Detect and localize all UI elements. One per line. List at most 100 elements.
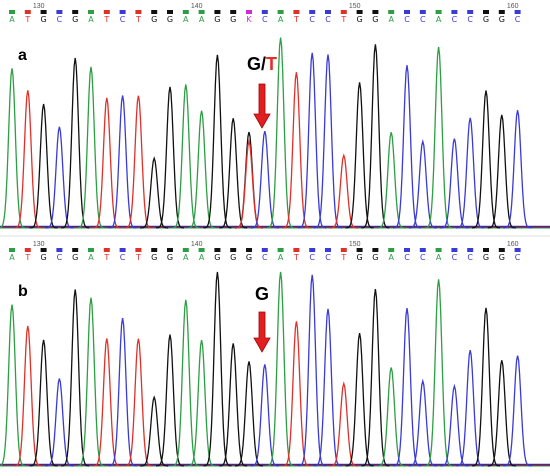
base-letter: T xyxy=(340,15,346,24)
base-marker xyxy=(340,248,347,252)
base-letter: G xyxy=(372,253,378,262)
trace-peak xyxy=(250,364,279,467)
base-letter: A xyxy=(388,15,394,24)
trace-peak xyxy=(108,318,137,467)
base-letter: G xyxy=(151,253,157,262)
base-letter: A xyxy=(278,15,284,24)
trace-peak xyxy=(203,271,232,467)
base-letter: C xyxy=(467,15,473,24)
base-letter: C xyxy=(420,253,426,262)
base-marker xyxy=(325,248,331,252)
trace-peak xyxy=(487,114,516,229)
trace-peak xyxy=(313,54,343,229)
base-call-part: T xyxy=(266,54,277,74)
trace-peak xyxy=(140,156,169,229)
base-letter: A xyxy=(388,253,394,262)
trace-peak xyxy=(408,378,437,467)
base-marker xyxy=(451,10,458,14)
base-marker xyxy=(24,10,31,14)
base-marker xyxy=(388,248,395,252)
trace-peak xyxy=(187,110,216,229)
base-marker xyxy=(151,10,158,14)
base-letter: C xyxy=(262,15,268,24)
base-letter: G xyxy=(246,253,252,262)
position-number: 150 xyxy=(349,241,361,248)
trace-peak xyxy=(171,84,200,229)
base-marker xyxy=(88,10,94,14)
base-letter: C xyxy=(452,253,458,262)
base-call-part: G xyxy=(255,284,269,304)
trace-peak xyxy=(329,153,358,229)
base-marker xyxy=(498,248,505,252)
trace-peak xyxy=(298,274,327,467)
base-marker xyxy=(356,248,363,252)
base-marker xyxy=(372,10,379,14)
base-letter: T xyxy=(24,15,30,24)
trace-peak xyxy=(219,343,248,467)
base-marker xyxy=(419,248,426,252)
base-marker xyxy=(293,10,300,14)
trace-peak xyxy=(92,97,121,229)
base-marker xyxy=(103,10,110,14)
base-letter: T xyxy=(103,15,109,24)
base-marker xyxy=(167,248,173,252)
position-number: 160 xyxy=(507,241,519,248)
base-letter: A xyxy=(436,15,442,24)
arrow xyxy=(253,311,271,353)
base-marker xyxy=(498,10,505,14)
trace-peak xyxy=(0,68,27,229)
base-marker xyxy=(72,10,79,14)
position-number: 130 xyxy=(33,3,45,10)
trace-peak xyxy=(503,110,532,229)
base-marker xyxy=(198,10,205,14)
base-letter: G xyxy=(356,15,362,24)
base-marker xyxy=(356,10,363,14)
base-letter: T xyxy=(293,253,299,262)
base-letter: G xyxy=(230,253,236,262)
trace-peak xyxy=(124,95,153,229)
base-letter: G xyxy=(151,15,157,24)
base-letter: C xyxy=(120,15,126,24)
trace-peak xyxy=(329,381,358,467)
trace-peak xyxy=(29,103,58,229)
base-marker xyxy=(277,10,284,14)
trace-peak xyxy=(61,289,90,467)
base-call-part: G xyxy=(247,54,261,74)
base-letter: A xyxy=(183,15,189,24)
base-marker xyxy=(182,10,189,14)
base-letter: C xyxy=(467,253,473,262)
arrow xyxy=(253,83,271,129)
base-letter: A xyxy=(436,253,442,262)
trace-peak xyxy=(471,90,501,229)
base-call: G xyxy=(255,284,269,304)
base-letter: A xyxy=(199,15,205,24)
trace-peak xyxy=(13,90,42,229)
base-marker xyxy=(483,248,489,252)
trace-peak xyxy=(392,65,422,229)
trace-peak xyxy=(45,378,74,467)
trace-peak xyxy=(108,95,137,229)
base-marker xyxy=(340,10,347,14)
trace-peak xyxy=(171,299,200,467)
base-marker xyxy=(419,10,426,14)
base-letter: G xyxy=(483,253,489,262)
base-marker xyxy=(293,248,300,252)
position-number: 140 xyxy=(191,3,203,10)
base-letter: T xyxy=(24,253,30,262)
trace-peak xyxy=(219,118,248,229)
base-letter: C xyxy=(262,253,268,262)
base-marker xyxy=(135,248,142,252)
base-letter: K xyxy=(246,15,252,24)
base-letter: C xyxy=(515,15,521,24)
trace-peak xyxy=(313,308,343,467)
base-letter: G xyxy=(499,15,505,24)
base-marker xyxy=(388,10,395,14)
base-letter: G xyxy=(72,253,78,262)
base-marker xyxy=(88,248,94,252)
base-marker xyxy=(467,248,474,252)
trace-peak xyxy=(487,360,516,467)
trace-peak xyxy=(361,289,390,467)
base-marker xyxy=(404,248,410,252)
base-marker xyxy=(261,10,268,14)
